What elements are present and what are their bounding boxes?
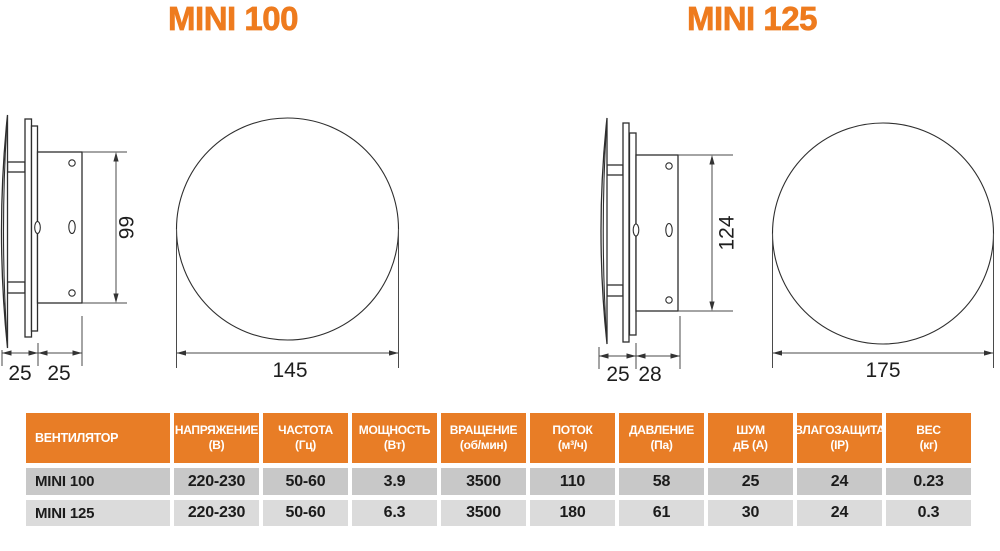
product-title-mini100: MINI 100 <box>168 0 299 37</box>
screw-hole <box>68 289 76 297</box>
mini125-front-view: 175 <box>771 122 995 382</box>
dimension-label: 25 <box>606 363 629 386</box>
col-header-unit: (IP) <box>830 438 849 452</box>
row-label-mini100: MINI 100 <box>26 468 170 495</box>
table-cell: 61 <box>619 500 704 526</box>
table-cell: 24 <box>797 500 882 526</box>
dimension-label: 25 <box>47 362 70 385</box>
front-cover-profile <box>0 114 9 349</box>
table-cell: 24 <box>797 468 882 495</box>
mounting-tab <box>606 284 624 297</box>
col-header-fan: ВЕНТИЛЯТОР <box>26 413 170 463</box>
mounting-tab <box>6 161 26 173</box>
col-header-noise: ШУМ дБ (А) <box>708 413 793 463</box>
diameter-dimension: 145 <box>176 229 399 382</box>
depth-dimensions: 25 25 <box>1 316 83 385</box>
table-cell: 220-230 <box>174 468 259 495</box>
table-cell: 0.3 <box>886 500 971 526</box>
height-dimension: 99 <box>82 151 139 304</box>
screw-slot <box>68 219 76 235</box>
table-cell: 0.23 <box>886 468 971 495</box>
col-header-voltage: НАПРЯЖЕНИЕ (В) <box>174 413 259 463</box>
dimension-label: 175 <box>865 359 900 382</box>
dimension-label: 145 <box>272 359 307 382</box>
product-title-mini125: MINI 125 <box>687 0 818 37</box>
col-header-unit: (В) <box>208 438 225 452</box>
cable-notch <box>632 223 640 237</box>
table-cell: 30 <box>708 500 793 526</box>
dimension-label: 28 <box>638 363 661 386</box>
table-cell: 58 <box>619 468 704 495</box>
table-cell: 110 <box>530 468 615 495</box>
dimension-label: 124 <box>716 215 739 250</box>
col-header-unit: (Па) <box>650 438 673 452</box>
table-cell: 50-60 <box>263 500 348 526</box>
mini100-front-view: 145 <box>175 117 400 382</box>
depth-dimensions: 25 28 <box>598 316 681 386</box>
dimension-label: 99 <box>116 216 139 239</box>
mounting-plate <box>36 151 83 304</box>
col-header-pressure: ДАВЛЕНИЕ (Па) <box>619 413 704 463</box>
table-cell: 3500 <box>441 468 526 495</box>
col-header-label: ВЕНТИЛЯТОР <box>35 430 119 445</box>
col-header-unit: (м³/ч) <box>557 438 588 452</box>
screw-hole <box>665 162 673 170</box>
table-cell: 6.3 <box>352 500 437 526</box>
table-cell: 3500 <box>441 500 526 526</box>
col-header-unit: (кг) <box>919 438 938 452</box>
height-dimension: 124 <box>678 154 739 312</box>
mounting-tab <box>606 164 624 176</box>
cable-notch <box>34 220 41 235</box>
front-face <box>771 122 995 345</box>
col-header-rotation: ВРАЩЕНИЕ (об/мин) <box>441 413 526 463</box>
col-header-ip-rating: ВЛАГОЗАЩИТА (IP) <box>794 413 885 463</box>
table-cell: 180 <box>530 500 615 526</box>
screw-slot <box>665 222 673 238</box>
dimension-label: 25 <box>8 362 31 385</box>
col-header-unit: (об/мин) <box>459 438 508 452</box>
mini125-side-view: 124 25 28 <box>598 117 739 386</box>
mini100-side-view: 99 25 25 <box>0 114 139 385</box>
table-cell: 50-60 <box>263 468 348 495</box>
row-label-mini125: MINI 125 <box>26 500 170 526</box>
col-header-airflow: ПОТОК (м³/ч) <box>530 413 615 463</box>
col-header-unit: (Вт) <box>383 438 406 452</box>
col-header-weight: ВЕС (кг) <box>886 413 971 463</box>
table-cell: 25 <box>708 468 793 495</box>
spec-table: ВЕНТИЛЯТОР НАПРЯЖЕНИЕ (В) ЧАСТОТА (Гц) М… <box>26 413 971 526</box>
front-face <box>175 117 400 341</box>
table-cell: 3.9 <box>352 468 437 495</box>
screw-hole <box>665 296 673 304</box>
col-header-unit: дБ (А) <box>733 438 768 452</box>
front-cover-profile <box>600 117 608 345</box>
col-header-unit: (Гц) <box>295 438 316 452</box>
dimension-drawings: 99 25 25 <box>0 114 995 386</box>
diameter-dimension: 175 <box>772 233 994 382</box>
mounting-tab <box>6 281 26 294</box>
screw-hole <box>68 159 76 167</box>
body-plate <box>622 122 630 343</box>
col-header-frequency: ЧАСТОТА (Гц) <box>263 413 348 463</box>
col-header-power: МОЩНОСТЬ (Вт) <box>352 413 437 463</box>
body-plate <box>24 118 33 338</box>
table-cell: 220-230 <box>174 500 259 526</box>
